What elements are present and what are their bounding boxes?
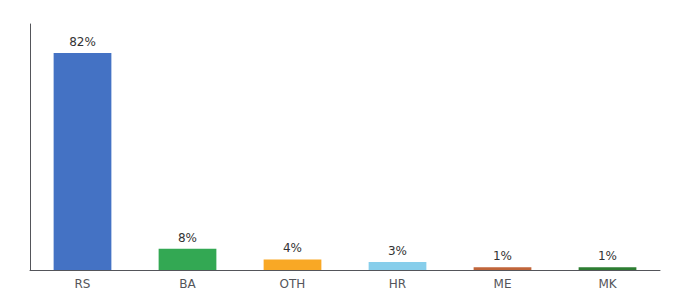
svg-text:RS: RS (75, 277, 91, 291)
svg-text:1%: 1% (598, 249, 617, 263)
svg-text:8%: 8% (178, 231, 197, 245)
svg-text:OTH: OTH (280, 277, 306, 291)
svg-text:MK: MK (598, 277, 617, 291)
svg-text:ME: ME (494, 277, 512, 291)
svg-text:4%: 4% (283, 241, 302, 255)
svg-text:1%: 1% (493, 249, 512, 263)
svg-text:82%: 82% (69, 35, 96, 49)
svg-text:BA: BA (179, 277, 196, 291)
svg-text:HR: HR (389, 277, 406, 291)
svg-text:3%: 3% (388, 244, 407, 258)
